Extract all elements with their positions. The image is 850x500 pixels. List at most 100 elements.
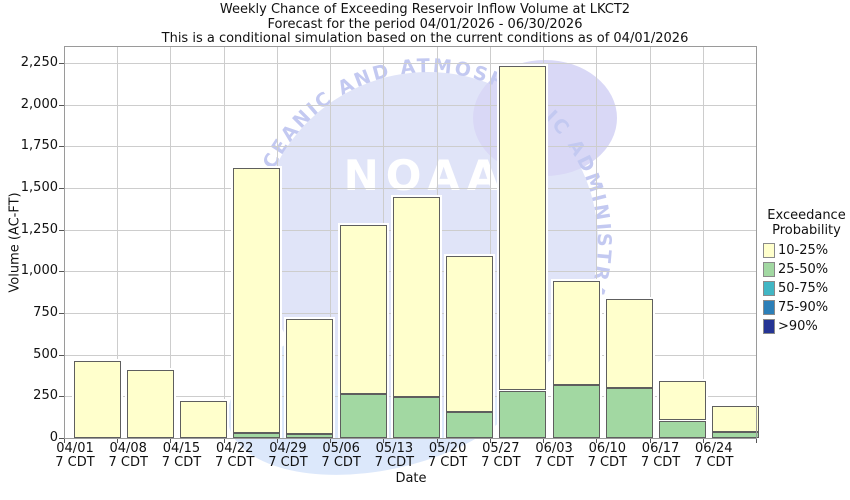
x-tick [383, 438, 385, 443]
legend-item-label: 10-25% [778, 242, 829, 258]
y-tick [59, 188, 64, 189]
bar-segment-25-50% [659, 420, 707, 438]
x-tick-date: 05/13 [375, 441, 414, 456]
legend-swatch [763, 318, 775, 334]
y-tick-label: 2,000 [20, 96, 58, 112]
x-tick-date: 04/15 [162, 441, 201, 456]
bar-segment-10-25% [179, 400, 227, 438]
x-tick-time: 7 CDT [481, 455, 521, 470]
x-tick [489, 438, 491, 443]
bar-segment-10-25% [659, 381, 707, 421]
y-tick-label: 1,000 [20, 263, 58, 279]
x-tick-label: 06/10 7 CDT [588, 442, 627, 470]
x-tick-time: 7 CDT [55, 455, 95, 470]
x-tick [170, 438, 172, 443]
x-tick-date: 05/06 [322, 441, 360, 456]
legend-item-label: 50-75% [778, 280, 829, 296]
y-tick [59, 438, 64, 439]
bar-segment-25-50% [392, 397, 440, 438]
x-tick [702, 438, 704, 443]
chart-subtitle: Forecast for the period 04/01/2026 - 06/… [267, 16, 583, 32]
bar-segment-25-50% [552, 384, 600, 438]
x-tick-date: 06/17 [641, 441, 680, 456]
x-tick [223, 438, 225, 443]
x-tick-date: 04/01 [56, 441, 94, 456]
x-tick-date: 06/10 [588, 441, 627, 456]
y-axis-title: Volume (AC-FT) [7, 192, 23, 293]
legend-item-label: 75-90% [778, 299, 829, 315]
legend-item: 10-25% [763, 242, 850, 258]
x-tick-label: 04/15 7 CDT [162, 442, 201, 470]
x-tick-time: 7 CDT [374, 455, 415, 470]
x-tick [117, 438, 119, 443]
x-tick-date: 06/24 [695, 441, 733, 456]
x-tick-label: 05/13 7 CDT [375, 442, 414, 470]
bar-segment-25-50% [499, 390, 547, 438]
y-tick [59, 354, 64, 356]
gridline-horizontal [64, 104, 756, 106]
gridline-vertical [117, 46, 119, 438]
chart-titles: Weekly Chance of Exceeding Reservoir Inf… [0, 2, 850, 47]
x-tick-time: 7 CDT [640, 455, 681, 470]
gridline-vertical [223, 46, 225, 438]
x-tick [330, 438, 332, 443]
bar-segment-10-25% [392, 197, 440, 398]
bar-segment-10-25% [499, 66, 547, 391]
legend-item: 75-90% [763, 299, 850, 315]
gridline-vertical [649, 46, 651, 438]
legend-items: 10-25% 25-50% 50-75% 75-90% >90% [763, 242, 850, 334]
x-tick-time: 7 CDT [534, 455, 574, 470]
gridline-vertical [596, 46, 598, 438]
y-tick [59, 104, 64, 106]
noaa-acronym-text: NOAA [344, 151, 507, 200]
legend-title-line2: Probability [772, 223, 841, 238]
x-tick [436, 438, 438, 443]
x-tick-label: 05/20 7 CDT [428, 442, 467, 470]
gridline-vertical [170, 46, 172, 438]
y-tick [59, 146, 64, 148]
chart-title: Weekly Chance of Exceeding Reservoir Inf… [219, 2, 631, 17]
x-tick-label: 05/27 7 CDT [481, 442, 520, 470]
chart-note: This is a conditional simulation based o… [161, 31, 689, 46]
legend-item: 50-75% [763, 280, 850, 296]
legend-title: Exceedance Probability [763, 208, 850, 238]
y-tick-label: 750 [33, 305, 58, 320]
bar-segment-25-50% [286, 433, 334, 438]
bar-segment-10-25% [126, 369, 174, 438]
y-tick [59, 63, 64, 64]
bar-segment-25-50% [446, 412, 494, 438]
x-tick [596, 438, 598, 443]
bar-segment-25-50% [339, 393, 387, 438]
x-tick-date: 05/20 [428, 441, 467, 456]
x-tick-label: 04/01 7 CDT [55, 442, 94, 470]
bar-segment-25-50% [605, 388, 653, 438]
x-tick [543, 438, 545, 443]
x-tick-label: 04/29 7 CDT [268, 442, 307, 470]
bar-segment-25-50% [233, 433, 281, 438]
x-tick-time: 7 CDT [268, 455, 308, 470]
gridline-vertical [330, 46, 332, 438]
x-tick-time: 7 CDT [321, 455, 361, 470]
legend-title-line1: Exceedance [767, 208, 846, 223]
x-tick-label: 06/17 7 CDT [641, 442, 680, 470]
bar-segment-10-25% [605, 298, 653, 388]
legend-item: >90% [763, 318, 850, 334]
x-tick-time: 7 CDT [161, 455, 202, 470]
x-tick-date: 04/22 [215, 441, 254, 456]
bar-segment-10-25% [73, 361, 121, 438]
x-tick-date: 06/03 [535, 441, 573, 456]
x-tick-time: 7 CDT [587, 455, 628, 470]
x-tick [64, 438, 65, 443]
legend-swatch [763, 299, 775, 315]
bar-segment-25-50% [712, 432, 760, 438]
bar-segment-10-25% [233, 168, 281, 433]
x-tick-date: 04/29 [269, 441, 307, 456]
y-tick [59, 396, 64, 398]
x-tick-label: 04/22 7 CDT [215, 442, 254, 470]
x-tick-time: 7 CDT [427, 455, 468, 470]
x-tick-time: 7 CDT [108, 455, 148, 470]
x-tick-date: 04/08 [109, 441, 147, 456]
y-tick-label: 2,250 [20, 55, 58, 70]
gridline-horizontal [64, 146, 756, 148]
